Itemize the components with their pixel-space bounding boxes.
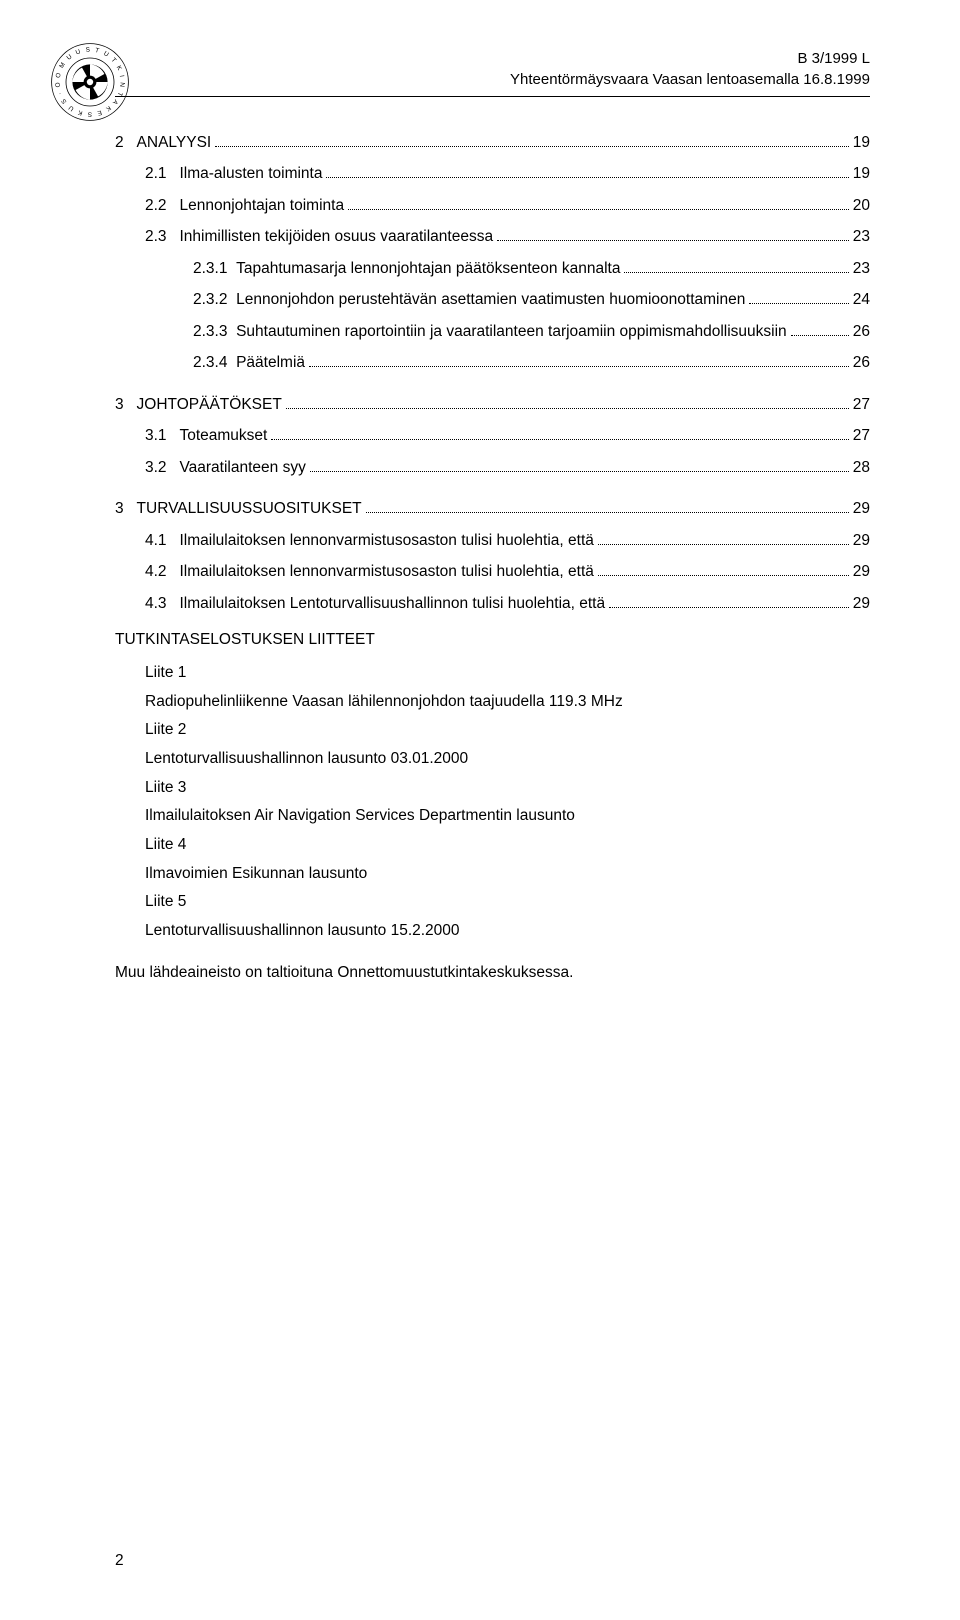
appendix-item-desc: Lentoturvallisuushallinnon lausunto 15.2… (145, 917, 870, 946)
toc-number: 3.2 (115, 457, 179, 479)
toc-number: 3.1 (115, 425, 179, 447)
toc-page: 26 (853, 321, 870, 343)
toc-label: Ilmailulaitoksen lennonvarmistusosaston … (179, 530, 593, 552)
toc-dots (348, 209, 849, 210)
toc-dots (749, 303, 848, 304)
toc-page: 29 (853, 498, 870, 520)
toc-gap (115, 488, 870, 498)
toc-number: 4.1 (115, 530, 179, 552)
toc-label: Ilmailulaitoksen lennonvarmistusosaston … (179, 561, 593, 583)
toc-dots (215, 146, 849, 147)
toc-page: 23 (853, 226, 870, 248)
toc-number: 3 (115, 394, 137, 416)
toc-dots (309, 366, 849, 367)
toc-row: 4.1 Ilmailulaitoksen lennonvarmistusosas… (115, 530, 870, 552)
toc-row: 3.1 Toteamukset 27 (115, 425, 870, 447)
toc-label: Tapahtumasarja lennonjohtajan päätöksent… (236, 258, 620, 280)
toc-label: Ilma-alusten toiminta (179, 163, 322, 185)
toc-row: 2.3.4 Päätelmiä 26 (115, 352, 870, 374)
table-of-contents: 2 ANALYYSI192.1 Ilma-alusten toiminta192… (115, 132, 870, 615)
appendix-item-desc: Ilmavoimien Esikunnan lausunto (145, 860, 870, 889)
toc-page: 23 (853, 258, 870, 280)
toc-label: TURVALLISUUSSUOSITUKSET (137, 498, 362, 520)
toc-row: 3 JOHTOPÄÄTÖKSET 27 (115, 394, 870, 416)
toc-page: 29 (853, 593, 870, 615)
appendix-item-desc: Lentoturvallisuushallinnon lausunto 03.0… (145, 745, 870, 774)
appendix-list: Liite 1Radiopuhelinliikenne Vaasan lähil… (115, 659, 870, 946)
toc-dots (326, 177, 848, 178)
toc-page: 27 (853, 425, 870, 447)
toc-label: Lennonjohtajan toiminta (179, 195, 344, 217)
toc-label: Ilmailulaitoksen Lentoturvallisuushallin… (179, 593, 605, 615)
toc-dots (497, 240, 849, 241)
toc-page: 27 (853, 394, 870, 416)
appendix-item-desc: Ilmailulaitoksen Air Navigation Services… (145, 802, 870, 831)
toc-row: 2.2 Lennonjohtajan toiminta 20 (115, 195, 870, 217)
toc-page: 26 (853, 352, 870, 374)
appendix-item-name: Liite 3 (145, 774, 870, 803)
toc-row: 3.2 Vaaratilanteen syy 28 (115, 457, 870, 479)
header-divider (115, 96, 870, 97)
toc-row: 2.3.1 Tapahtumasarja lennonjohtajan päät… (115, 258, 870, 280)
footnote-text: Muu lähdeaineisto on taltioituna Onnetto… (115, 964, 870, 982)
toc-row: 2 ANALYYSI 19 (115, 132, 870, 154)
appendix-heading: TUTKINTASELOSTUKSEN LIITTEET (115, 631, 870, 649)
toc-number: 2.3.3 (115, 321, 236, 343)
toc-label: Suhtautuminen raportointiin ja vaaratila… (236, 321, 787, 343)
appendix-item-name: Liite 1 (145, 659, 870, 688)
toc-dots (624, 272, 848, 273)
logo-svg: O M U U S T U T K I N T A K E S K U S · … (50, 42, 130, 122)
toc-page: 29 (853, 561, 870, 583)
toc-page: 29 (853, 530, 870, 552)
toc-row: 4.2 Ilmailulaitoksen lennonvarmistusosas… (115, 561, 870, 583)
toc-label: Toteamukset (179, 425, 267, 447)
appendix-item-name: Liite 2 (145, 716, 870, 745)
toc-page: 24 (853, 289, 870, 311)
appendix-item-name: Liite 5 (145, 888, 870, 917)
toc-row: 3 TURVALLISUUSSUOSITUKSET 29 (115, 498, 870, 520)
toc-label: Vaaratilanteen syy (179, 457, 305, 479)
toc-label: Lennonjohdon perustehtävän asettamien va… (236, 289, 745, 311)
appendix-item-name: Liite 4 (145, 831, 870, 860)
toc-label: Inhimillisten tekijöiden osuus vaaratila… (179, 226, 493, 248)
toc-row: 2.1 Ilma-alusten toiminta 19 (115, 163, 870, 185)
toc-dots (271, 439, 848, 440)
agency-logo: O M U U S T U T K I N T A K E S K U S · … (50, 42, 130, 122)
toc-dots (598, 544, 849, 545)
toc-label: Päätelmiä (236, 352, 305, 374)
toc-number: 2.1 (115, 163, 179, 185)
toc-dots (366, 512, 849, 513)
toc-number: 2.3.1 (115, 258, 236, 280)
toc-dots (310, 471, 849, 472)
toc-gap (115, 384, 870, 394)
document-title: Yhteentörmäysvaara Vaasan lentoasemalla … (115, 71, 870, 88)
toc-row: 2.3.2 Lennonjohdon perustehtävän asettam… (115, 289, 870, 311)
toc-number: 2 (115, 132, 137, 154)
toc-label: ANALYYSI (137, 132, 212, 154)
toc-dots (609, 607, 849, 608)
toc-row: 4.3 Ilmailulaitoksen Lentoturvallisuusha… (115, 593, 870, 615)
toc-row: 2.3 Inhimillisten tekijöiden osuus vaara… (115, 226, 870, 248)
toc-page: 19 (853, 132, 870, 154)
page-number: 2 (115, 1552, 124, 1570)
toc-row: 2.3.3 Suhtautuminen raportointiin ja vaa… (115, 321, 870, 343)
toc-number: 4.2 (115, 561, 179, 583)
toc-number: 4.3 (115, 593, 179, 615)
toc-page: 28 (853, 457, 870, 479)
toc-dots (791, 335, 849, 336)
toc-dots (286, 408, 849, 409)
toc-number: 2.3 (115, 226, 179, 248)
toc-number: 2.3.2 (115, 289, 236, 311)
appendix-item-desc: Radiopuhelinliikenne Vaasan lähilennonjo… (145, 688, 870, 717)
page-header: B 3/1999 L Yhteentörmäysvaara Vaasan len… (115, 50, 870, 88)
toc-page: 20 (853, 195, 870, 217)
toc-dots (598, 575, 849, 576)
document-id: B 3/1999 L (115, 50, 870, 67)
toc-page: 19 (853, 163, 870, 185)
toc-number: 3 (115, 498, 137, 520)
toc-label: JOHTOPÄÄTÖKSET (137, 394, 282, 416)
toc-number: 2.3.4 (115, 352, 236, 374)
toc-number: 2.2 (115, 195, 179, 217)
